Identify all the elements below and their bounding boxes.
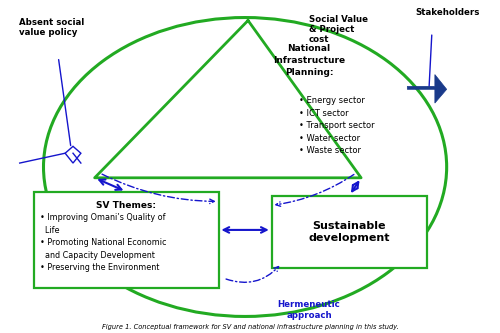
Text: • Energy sector
• ICT sector
• Transport sector
• Water sector
• Waste sector: • Energy sector • ICT sector • Transport… <box>299 96 375 155</box>
Text: • Improving Omani’s Quality of
  Life
• Promoting National Economic
  and Capaci: • Improving Omani’s Quality of Life • Pr… <box>40 213 166 272</box>
Text: SV Themes:: SV Themes: <box>96 201 156 210</box>
Text: Sustainable
development: Sustainable development <box>308 221 390 243</box>
Text: Social Value
& Project
cost: Social Value & Project cost <box>309 15 368 44</box>
Text: National
Infrastructure
Planning:: National Infrastructure Planning: <box>273 44 345 77</box>
Text: Hermeneutic
approach: Hermeneutic approach <box>278 300 340 320</box>
Text: Stakeholders: Stakeholders <box>415 8 480 17</box>
Text: Absent social
value policy: Absent social value policy <box>19 18 84 37</box>
Polygon shape <box>408 75 447 103</box>
FancyBboxPatch shape <box>272 195 427 268</box>
FancyBboxPatch shape <box>34 191 218 288</box>
Text: Figure 1. Conceptual framework for SV and national infrastructure planning in th: Figure 1. Conceptual framework for SV an… <box>102 324 399 330</box>
